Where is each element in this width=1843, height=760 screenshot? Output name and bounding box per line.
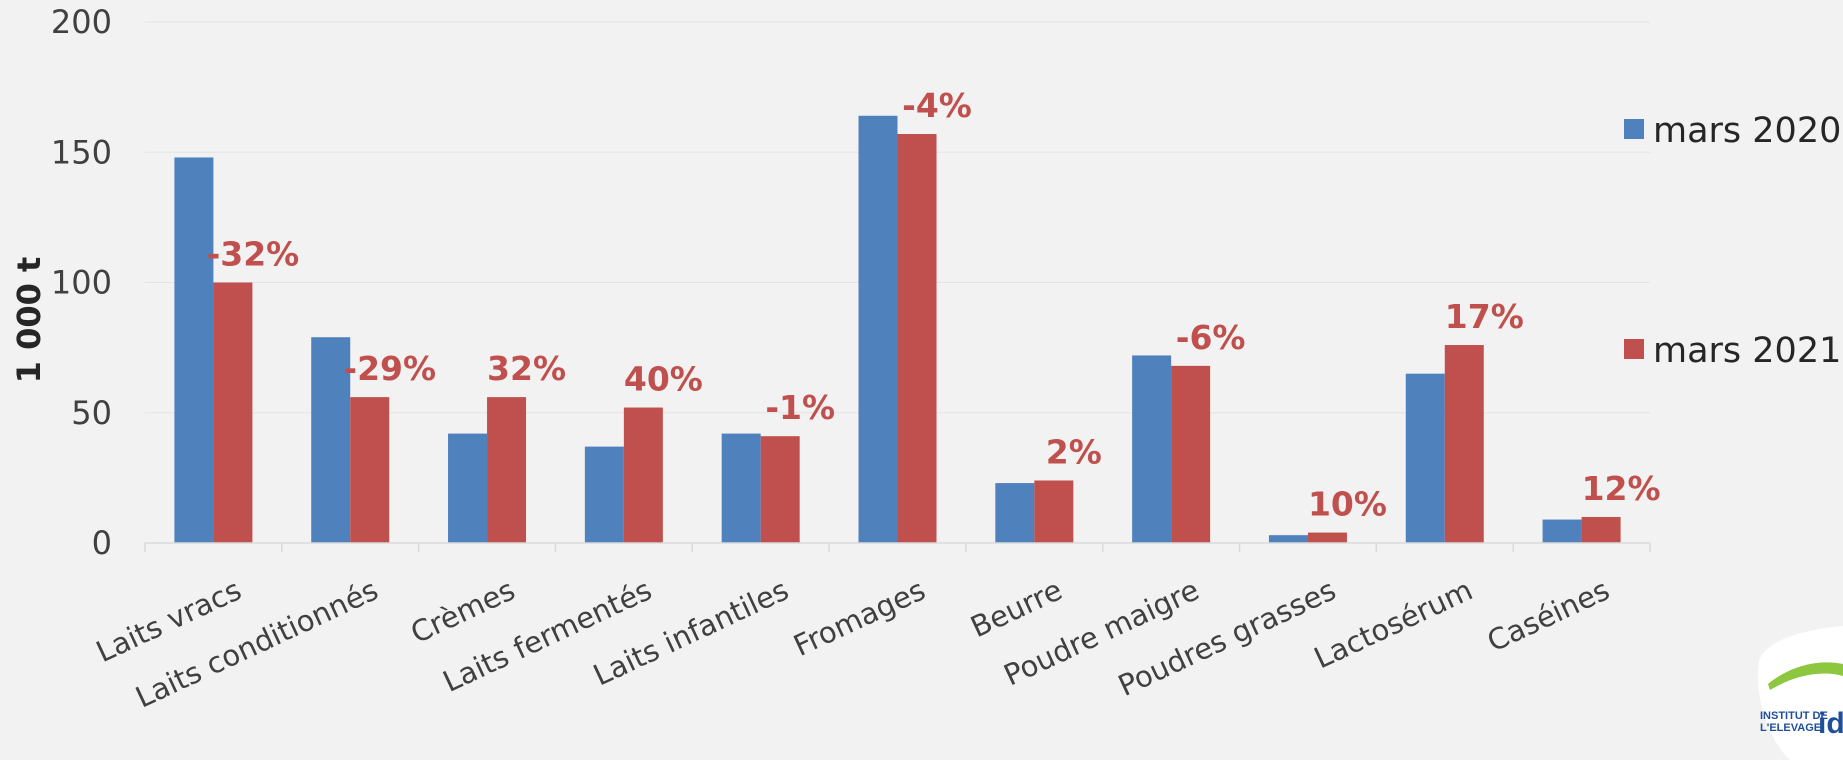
logo-text-line1: INSTITUT DE bbox=[1760, 710, 1828, 722]
bar-mars-2020 bbox=[1542, 519, 1582, 543]
logo-text-line2: L'ELEVAGE bbox=[1760, 722, 1821, 734]
institut-elevage-logo: INSTITUT DE L'ELEVAGE ide bbox=[1757, 626, 1843, 760]
bars bbox=[174, 115, 1621, 543]
bar-mars-2021 bbox=[213, 282, 253, 543]
percent-change-label: -1% bbox=[765, 388, 835, 427]
percent-change-label: 12% bbox=[1582, 469, 1661, 508]
category-label: Fromages bbox=[788, 573, 930, 663]
bar-mars-2021 bbox=[350, 397, 390, 543]
bar-mars-2021 bbox=[1034, 480, 1074, 543]
bar-mars-2021 bbox=[1307, 532, 1347, 543]
bar-mars-2021 bbox=[1444, 345, 1484, 543]
y-tick-label: 50 bbox=[71, 394, 112, 432]
percent-change-label: -29% bbox=[343, 349, 436, 388]
y-tick-label: 100 bbox=[51, 264, 112, 302]
legend-label: mars 2021 bbox=[1653, 331, 1841, 371]
category-label: Lactosérum bbox=[1309, 573, 1478, 676]
y-tick-label: 0 bbox=[92, 524, 112, 562]
bar-mars-2020 bbox=[995, 483, 1035, 543]
bar-mars-2020 bbox=[174, 157, 214, 543]
bar-mars-2021 bbox=[760, 436, 800, 543]
legend: mars 2020 mars 2021 bbox=[1624, 111, 1841, 371]
legend-swatch bbox=[1624, 119, 1644, 139]
percent-change-label: -4% bbox=[902, 86, 972, 125]
percent-change-label: -32% bbox=[207, 235, 300, 274]
category-label: Beurre bbox=[965, 573, 1067, 645]
bar-mars-2021 bbox=[1581, 516, 1621, 543]
bar-mars-2020 bbox=[1132, 355, 1172, 543]
category-label: Caséines bbox=[1482, 573, 1615, 659]
logo-brand: ide bbox=[1818, 707, 1843, 740]
bar-mars-2021 bbox=[1171, 365, 1211, 543]
category-label: Laits conditionnés bbox=[130, 573, 383, 715]
legend-label: mars 2020 bbox=[1653, 111, 1841, 151]
x-axis bbox=[144, 542, 1651, 552]
percent-change-label: 32% bbox=[487, 349, 566, 388]
percent-change-label: 10% bbox=[1308, 485, 1387, 524]
percent-change-label: 17% bbox=[1445, 297, 1524, 336]
bar-mars-2020 bbox=[1268, 535, 1308, 543]
bar-mars-2021 bbox=[487, 397, 527, 543]
bar-mars-2020 bbox=[584, 446, 624, 543]
percent-change-label: 2% bbox=[1046, 432, 1102, 471]
percent-change-labels: -32% -29% 32% 40% -1% -4% 2% -6% 10% 17% 12% bbox=[207, 86, 1661, 524]
bar-mars-2020 bbox=[858, 115, 898, 543]
legend-swatch bbox=[1624, 339, 1644, 359]
y-tick-label: 150 bbox=[51, 133, 112, 171]
bar-mars-2020 bbox=[1405, 373, 1445, 543]
bar-mars-2020 bbox=[721, 433, 761, 543]
percent-change-label: 40% bbox=[624, 360, 703, 399]
y-axis-label: 1 000 t bbox=[10, 257, 48, 384]
percent-change-label: -6% bbox=[1176, 318, 1246, 357]
bar-mars-2021 bbox=[623, 407, 663, 543]
y-axis-ticks: 0 50 100 150 200 bbox=[51, 3, 112, 562]
y-tick-label: 200 bbox=[51, 3, 112, 41]
bar-mars-2020 bbox=[448, 433, 488, 543]
bar-mars-2020 bbox=[311, 337, 351, 543]
logo-swoosh bbox=[1768, 662, 1843, 690]
bar-mars-2021 bbox=[897, 134, 937, 543]
